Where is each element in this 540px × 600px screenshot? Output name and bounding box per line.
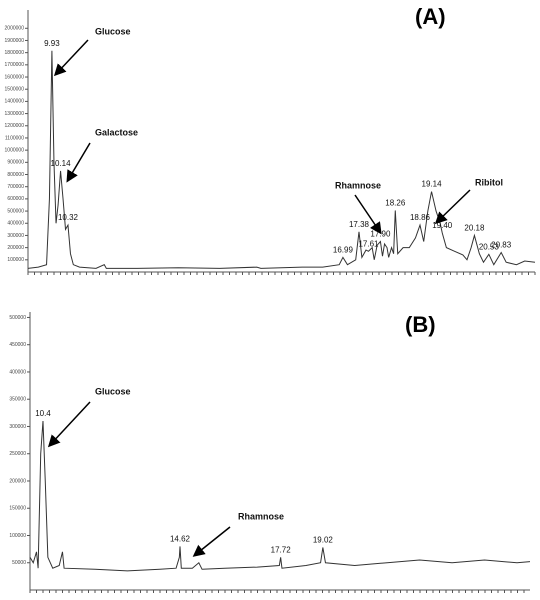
arrow bbox=[434, 189, 471, 225]
y-tick-label: 800000 bbox=[7, 172, 24, 178]
peak-label: 18.86 bbox=[410, 213, 431, 222]
y-tick-label: 50000 bbox=[12, 560, 26, 566]
compound-label: Glucose bbox=[95, 386, 131, 396]
peak-label: 19.40 bbox=[432, 221, 453, 230]
y-tick-label: 100000 bbox=[9, 533, 26, 539]
y-tick-label: 150000 bbox=[9, 506, 26, 512]
panel-title: (A) bbox=[415, 4, 446, 29]
y-tick-label: 250000 bbox=[9, 451, 26, 457]
peak-label: 10.14 bbox=[51, 159, 72, 168]
peak-label: 17.61 bbox=[358, 239, 379, 248]
peak-label: 19.02 bbox=[313, 536, 334, 545]
y-tick-label: 1900000 bbox=[5, 38, 25, 44]
y-tick-label: 2000000 bbox=[5, 26, 25, 32]
y-tick-label: 100000 bbox=[7, 257, 24, 263]
y-tick-label: 300000 bbox=[9, 424, 26, 430]
arrow bbox=[354, 194, 382, 235]
peak-label: 17.90 bbox=[370, 230, 391, 239]
peak-label: 18.26 bbox=[385, 199, 406, 208]
panel-title: (B) bbox=[405, 312, 436, 337]
peak-label: 17.72 bbox=[271, 545, 292, 554]
peak-label: 10.32 bbox=[58, 213, 79, 222]
y-tick-label: 400000 bbox=[7, 221, 24, 227]
y-tick-label: 1700000 bbox=[5, 62, 25, 68]
arrow bbox=[66, 142, 91, 183]
arrow bbox=[47, 401, 91, 448]
y-tick-label: 700000 bbox=[7, 184, 24, 190]
compound-label: Glucose bbox=[95, 26, 131, 36]
y-tick-label: 600000 bbox=[7, 196, 24, 202]
y-tick-label: 1800000 bbox=[5, 50, 25, 56]
arrow bbox=[53, 39, 89, 77]
peak-label: 14.62 bbox=[170, 535, 191, 544]
y-tick-label: 200000 bbox=[9, 478, 26, 484]
y-tick-label: 1500000 bbox=[5, 87, 25, 93]
y-tick-label: 350000 bbox=[9, 397, 26, 403]
y-tick-label: 1100000 bbox=[5, 135, 24, 141]
peak-label: 17.38 bbox=[349, 220, 370, 229]
peak-label: 16.99 bbox=[333, 245, 354, 254]
y-tick-label: 450000 bbox=[9, 342, 26, 348]
y-tick-label: 400000 bbox=[9, 369, 26, 375]
peak-label: 20.53 bbox=[479, 242, 500, 251]
peak-label: 10.4 bbox=[35, 409, 51, 418]
compound-label: Galactose bbox=[95, 127, 138, 137]
peak-label: 20.83 bbox=[491, 241, 512, 250]
y-tick-label: 1000000 bbox=[5, 147, 25, 153]
y-tick-label: 1400000 bbox=[5, 99, 25, 105]
peak-label: 20.18 bbox=[464, 224, 485, 233]
y-tick-label: 1600000 bbox=[5, 74, 25, 80]
y-tick-label: 500000 bbox=[9, 315, 26, 321]
y-tick-label: 1200000 bbox=[5, 123, 25, 129]
peak-label: 9.93 bbox=[44, 39, 60, 48]
compound-label: Ribitol bbox=[475, 177, 503, 187]
y-tick-label: 300000 bbox=[7, 233, 24, 239]
chromatogram-trace bbox=[29, 420, 531, 572]
compound-label: Rhamnose bbox=[335, 180, 381, 190]
chromatogram-trace bbox=[27, 50, 536, 269]
y-tick-label: 1300000 bbox=[5, 111, 25, 117]
y-tick-label: 900000 bbox=[7, 160, 24, 166]
y-tick-label: 200000 bbox=[7, 245, 24, 251]
y-tick-label: 500000 bbox=[7, 208, 24, 214]
arrow bbox=[192, 526, 231, 557]
compound-label: Rhamnose bbox=[238, 511, 284, 521]
peak-label: 19.14 bbox=[422, 180, 443, 189]
